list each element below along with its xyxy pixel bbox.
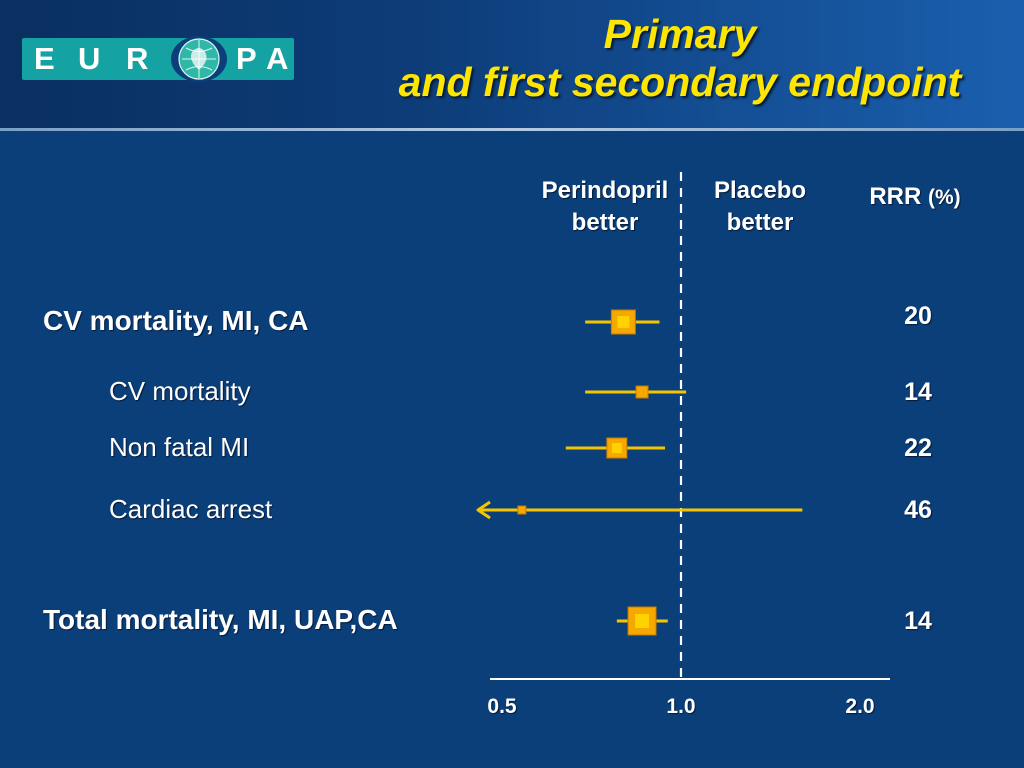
rrr-header-unit: (%) [928, 186, 961, 209]
row-label: CV mortality [109, 376, 251, 406]
logo-letter: E [34, 41, 55, 76]
title-line-2: and first secondary endpoint [398, 59, 962, 105]
point-estimate-highlight [617, 316, 630, 328]
title-line-1: Primary [603, 11, 757, 57]
x-tick-label: 1.0 [666, 695, 696, 718]
point-estimate-highlight [611, 443, 622, 453]
logo-letter: P [236, 41, 257, 76]
header-divider [0, 128, 1024, 131]
rrr-header-label: RRR [869, 183, 922, 210]
logo-letter: U [78, 41, 101, 76]
logo-letter: R [126, 41, 149, 76]
rrr-value: 46 [904, 496, 932, 524]
point-estimate-highlight [635, 614, 650, 628]
placebo-better-header: Placebo better [713, 177, 807, 236]
logo-letter: A [266, 41, 289, 76]
perindopril-better-header: Perindopril better [541, 177, 669, 236]
heart-globe-icon [171, 36, 227, 82]
row-label: Non fatal MI [109, 432, 250, 462]
row-label: CV mortality, MI, CA [43, 305, 309, 336]
rrr-value: 22 [904, 434, 932, 462]
rrr-value: 14 [904, 378, 932, 406]
slide-title: Primary and first secondary endpoint [300, 10, 1024, 106]
rrr-value: 14 [904, 607, 932, 635]
europa-logo: E U R P A [22, 36, 294, 82]
point-estimate-marker [517, 505, 527, 515]
row-label: Total mortality, MI, UAP,CA [43, 604, 398, 635]
x-tick-label: 2.0 [845, 695, 875, 718]
row-label: Cardiac arrest [109, 494, 273, 524]
rrr-header: RRR (%) [840, 181, 990, 214]
point-estimate-marker [635, 385, 649, 399]
x-tick-label: 0.5 [487, 695, 517, 718]
rrr-value: 20 [904, 302, 932, 330]
ci-left-arrow [476, 500, 491, 520]
